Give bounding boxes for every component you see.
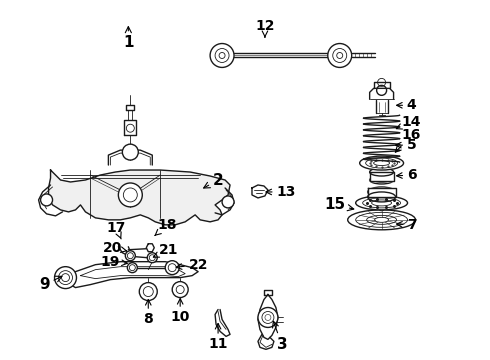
Text: 11: 11 [208, 324, 228, 351]
Circle shape [122, 144, 138, 160]
Text: 13: 13 [266, 185, 295, 199]
Text: 20: 20 [103, 241, 126, 255]
Circle shape [41, 194, 52, 206]
Text: 19: 19 [101, 255, 127, 269]
Polygon shape [49, 170, 230, 225]
Circle shape [119, 183, 142, 207]
Circle shape [139, 283, 157, 301]
Ellipse shape [360, 156, 404, 170]
Text: 1: 1 [123, 27, 134, 50]
Circle shape [172, 282, 188, 298]
Text: 3: 3 [272, 321, 287, 352]
Polygon shape [258, 294, 278, 339]
Text: 9: 9 [39, 276, 62, 292]
Text: 17: 17 [107, 221, 126, 239]
Circle shape [125, 251, 135, 261]
Text: 2: 2 [204, 172, 223, 188]
Circle shape [210, 44, 234, 67]
Circle shape [127, 263, 137, 273]
Circle shape [258, 307, 278, 328]
Text: 12: 12 [255, 19, 275, 37]
Circle shape [54, 267, 76, 289]
Circle shape [165, 261, 179, 275]
Text: 10: 10 [171, 298, 190, 324]
Ellipse shape [356, 196, 408, 210]
Text: 4: 4 [396, 98, 416, 112]
Text: 18: 18 [155, 218, 177, 235]
Circle shape [328, 44, 352, 67]
Text: 5: 5 [395, 138, 416, 152]
Ellipse shape [348, 210, 416, 230]
Polygon shape [368, 188, 395, 197]
Text: 6: 6 [396, 168, 416, 182]
Text: 16: 16 [395, 128, 421, 152]
Ellipse shape [369, 176, 393, 184]
Text: 21: 21 [153, 243, 178, 257]
Polygon shape [69, 262, 198, 288]
Polygon shape [252, 185, 268, 198]
Text: 8: 8 [144, 300, 153, 327]
Ellipse shape [368, 187, 395, 197]
Polygon shape [369, 172, 393, 181]
Text: 14: 14 [396, 115, 421, 129]
Text: 22: 22 [176, 258, 208, 272]
Text: 15: 15 [324, 197, 354, 212]
Circle shape [222, 196, 234, 208]
Text: 7: 7 [396, 218, 416, 232]
Circle shape [147, 253, 157, 263]
